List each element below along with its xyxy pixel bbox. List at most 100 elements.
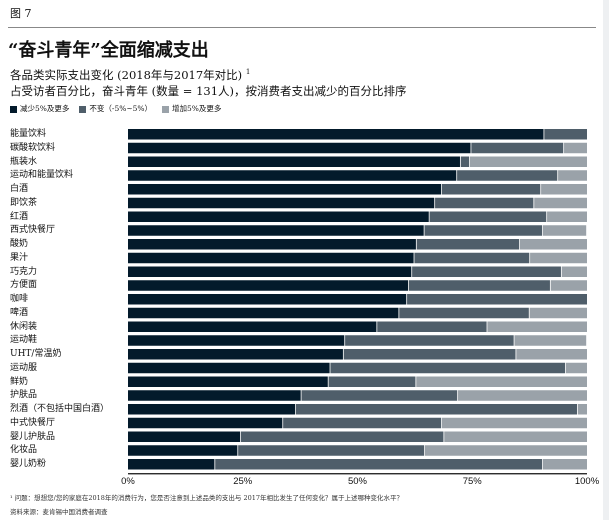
bar-segment-decrease [128, 321, 377, 332]
bar-segment-decrease [128, 211, 429, 222]
bar-segment-decrease [128, 252, 414, 264]
footnote-mark: 1 [245, 68, 251, 77]
bar-segment-unchanged [345, 335, 514, 346]
bar-segment-decrease [128, 431, 241, 442]
bar-segment-unchanged [424, 225, 543, 236]
category-label: 果汁 [10, 252, 29, 263]
bar-segment-increase [519, 239, 587, 250]
category-label: 中式快餐厅 [10, 417, 56, 428]
legend: 减少5%及更多 不变（-5%~5%） 增加5%及更多 [10, 103, 221, 114]
bar-segment-unchanged [414, 252, 530, 264]
bar-segment-decrease [128, 225, 424, 236]
bar-segment-unchanged [295, 404, 578, 415]
bar-segment-decrease [128, 459, 215, 470]
bar-segment-unchanged [215, 459, 543, 470]
x-tick-label: 0% [121, 476, 135, 487]
bar-segment-increase [542, 225, 587, 236]
category-label: 瓶装水 [10, 156, 38, 167]
category-label: 方便面 [10, 280, 38, 291]
page-edge [603, 0, 609, 520]
chart-title: “奋斗青年”全面缩减支出 [8, 40, 209, 61]
x-tick-label: 50% [347, 476, 368, 487]
bar-segment-unchanged [544, 129, 587, 140]
bar-segment-increase [550, 280, 587, 291]
category-label: 护肤品 [10, 390, 38, 401]
bar-segment-increase [534, 197, 587, 209]
figure-label: 图 7 [10, 7, 32, 20]
bar-segment-decrease [128, 156, 460, 167]
bar-segment-unchanged [412, 266, 561, 277]
bar-segment-decrease [128, 417, 283, 429]
bar-segment-decrease [128, 294, 407, 305]
x-tick-label: 25% [233, 476, 253, 487]
bar-segment-increase [558, 170, 587, 181]
bar-segment-increase [444, 431, 587, 442]
bar-segment-unchanged [238, 445, 425, 456]
bar-segment-decrease [128, 266, 412, 277]
divider [8, 27, 596, 28]
legend-swatch [162, 105, 170, 113]
bar-segment-increase [564, 142, 587, 154]
x-tick-label: 100% [574, 476, 600, 487]
bar-segment-decrease [128, 376, 328, 387]
x-tick-label: 75% [462, 476, 482, 487]
bar-segment-decrease [128, 349, 343, 360]
bar-segment-decrease [128, 335, 345, 346]
category-label: 婴儿护肤品 [10, 431, 56, 442]
legend-swatch [10, 105, 17, 113]
bar-segment-unchanged [377, 321, 487, 332]
category-label: 烈酒（不包括中国白酒） [10, 404, 110, 414]
category-label: 运动和能量饮料 [10, 170, 74, 181]
bar-segment-increase [577, 404, 587, 415]
legend-item-decrease: 减少5%及更多 [10, 103, 69, 114]
legend-item-unchanged: 不变（-5%~5%） [79, 103, 152, 114]
bar-segment-unchanged [429, 211, 547, 222]
bar-segment-unchanged [471, 142, 564, 154]
bar-segment-decrease [128, 307, 399, 319]
category-label: 运动鞋 [10, 335, 38, 346]
bar-segment-unchanged [460, 156, 470, 167]
bar-segment-increase [514, 335, 587, 346]
category-label: 化妆品 [10, 445, 38, 456]
bar-segment-decrease [128, 390, 301, 401]
category-label: 碳酸软饮料 [10, 142, 56, 153]
bar-segment-increase [541, 184, 587, 195]
category-label: 酸奶 [10, 239, 29, 249]
bar-segment-decrease [128, 184, 442, 195]
bar-segment-decrease [128, 239, 416, 250]
bar-segment-increase [487, 321, 587, 332]
chart-subtitle: 各品类实际支出变化 (2018年与2017年对比) 1 [10, 67, 250, 83]
category-label: 即饮茶 [10, 197, 38, 208]
bar-segment-unchanged [343, 349, 516, 360]
legend-swatch [79, 105, 87, 113]
bar-segment-increase [458, 390, 587, 401]
bar-segment-unchanged [399, 307, 529, 319]
bar-segment-increase [424, 445, 587, 456]
chart-subtitle-2: 占受访者百分比，奋斗青年 (数量 = 131人)，按消费者支出减少的百分比排序 [10, 84, 407, 98]
category-label: 啤酒 [10, 307, 29, 318]
legend-label: 减少5%及更多 [20, 104, 70, 113]
bar-segment-unchanged [330, 362, 566, 374]
bar-segment-decrease [128, 142, 471, 154]
category-label: 鲜奶 [10, 376, 29, 387]
bar-segment-decrease [128, 280, 409, 291]
category-label: 巧克力 [10, 266, 38, 277]
bar-segment-decrease [128, 362, 330, 374]
category-label: 西式快餐厅 [10, 225, 56, 236]
bar-segment-unchanged [435, 197, 534, 209]
bar-segment-unchanged [240, 431, 444, 442]
bar-segment-unchanged [416, 239, 520, 250]
category-label: 婴儿奶粉 [10, 459, 47, 469]
bar-segment-decrease [128, 170, 457, 181]
legend-item-increase: 增加5%及更多 [162, 103, 221, 114]
bar-segment-unchanged [457, 170, 558, 181]
subtitle-text: 各品类实际支出变化 (2018年与2017年对比) [10, 68, 243, 82]
category-label: 白酒 [10, 184, 29, 194]
category-label: UHT/常温奶 [10, 349, 62, 359]
bar-segment-unchanged [301, 390, 458, 401]
bar-segment-unchanged [283, 417, 442, 429]
bar-segment-decrease [128, 197, 435, 209]
bar-segment-decrease [128, 404, 296, 415]
category-label: 运动服 [10, 362, 38, 373]
